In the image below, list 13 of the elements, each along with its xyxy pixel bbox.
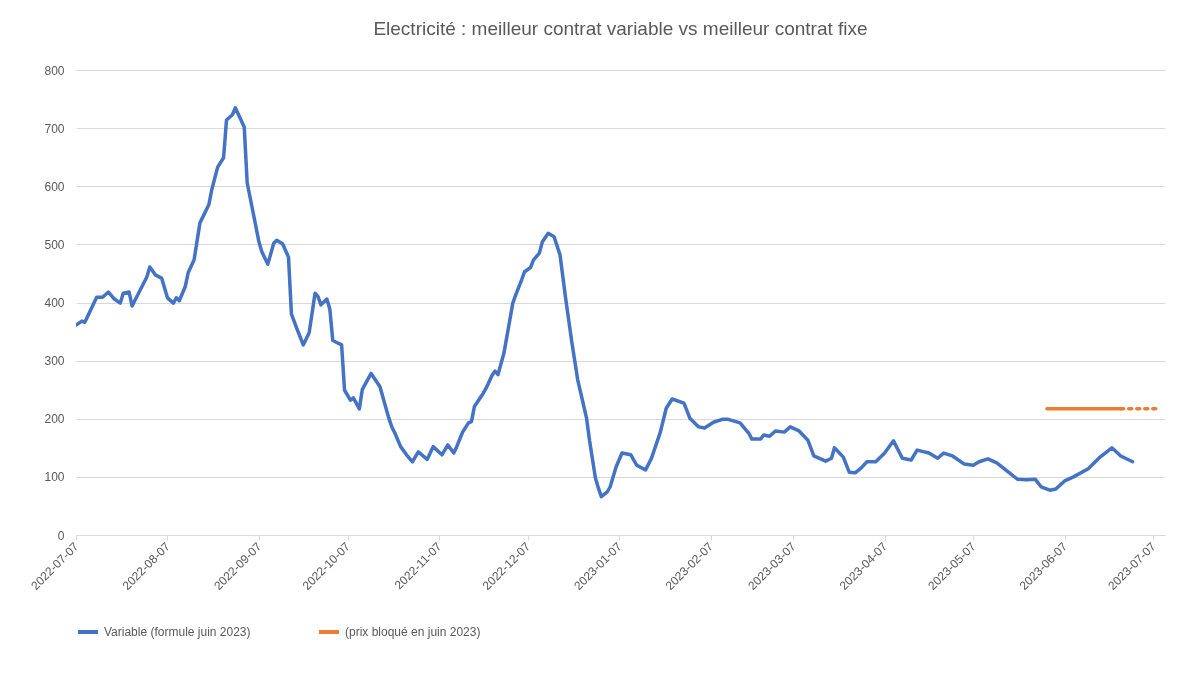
chart-title: Electricité : meilleur contrat variable vs meilleur contrat fixe [373,18,868,39]
y-tick-label: 0 [57,528,65,543]
y-tick-label: 100 [44,470,65,485]
y-tick-label: 700 [44,121,65,136]
y-tick-label: 600 [44,179,65,194]
y-tick-label: 400 [44,296,65,310]
y-tick-label: 500 [44,237,65,252]
y-tick-label: 300 [44,354,65,369]
line-series [76,106,1135,499]
y-tick-label: 200 [44,412,65,427]
y-tick-label: 800 [44,63,65,78]
legend-label: (prix bloqué en juin 2023) [345,625,481,639]
legend-label: Variable (formule juin 2023) [104,625,251,639]
